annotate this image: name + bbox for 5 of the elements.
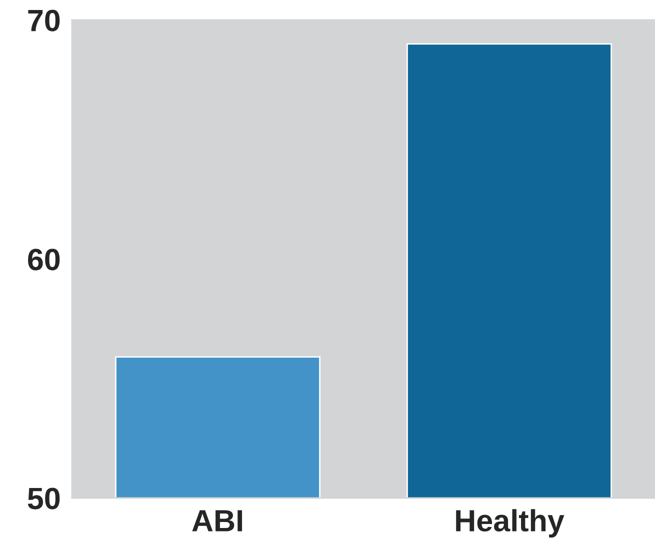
y-tick-label: 70 [28, 10, 60, 32]
x-tick-label: Healthy [456, 509, 564, 538]
y-tick-label: 60 [28, 248, 60, 270]
x-tick-label: ABI [192, 510, 242, 532]
y-tick-label: 50 [28, 488, 60, 510]
